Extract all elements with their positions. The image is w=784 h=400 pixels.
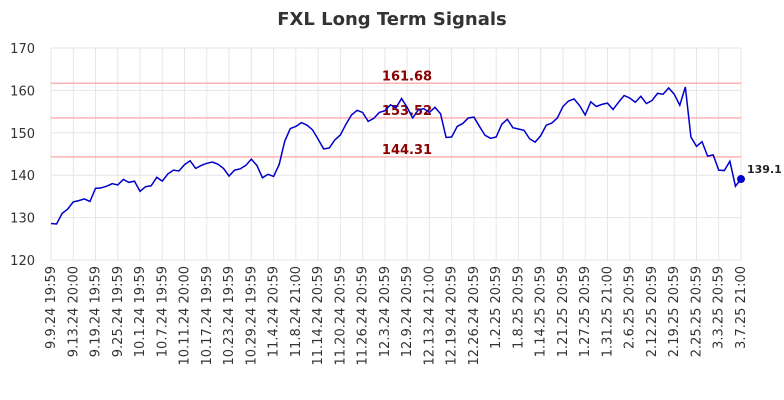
x-tick-label: 11.14.24 20:59 bbox=[311, 266, 326, 366]
x-tick-label: 9.25.24 19:59 bbox=[111, 266, 126, 357]
x-tick-label: 3.3.25 20:59 bbox=[712, 266, 727, 349]
x-tick-label: 1.21.25 20:59 bbox=[556, 266, 571, 357]
y-tick-label: 150 bbox=[10, 127, 35, 142]
x-tick-label: 9.13.24 20:00 bbox=[66, 266, 81, 357]
x-tick-label: 2.25.25 20:59 bbox=[689, 266, 704, 357]
x-tick-label: 10.7.24 19:59 bbox=[155, 266, 170, 357]
x-tick-label: 11.20.24 20:59 bbox=[333, 266, 348, 366]
y-tick-label: 130 bbox=[10, 212, 35, 227]
signal-label: 144.31 bbox=[382, 143, 432, 158]
x-tick-label: 10.1.24 19:59 bbox=[133, 266, 148, 357]
x-tick-label: 12.9.24 20:59 bbox=[400, 266, 415, 357]
x-tick-label: 1.14.25 20:59 bbox=[534, 266, 549, 357]
x-tick-label: 12.19.24 20:59 bbox=[445, 266, 460, 366]
x-tick-label: 3.7.25 21:00 bbox=[734, 266, 749, 349]
y-tick-label: 120 bbox=[10, 254, 35, 269]
x-tick-label: 10.29.24 19:59 bbox=[244, 266, 259, 366]
x-tick-label: 1.27.25 20:59 bbox=[578, 266, 593, 357]
x-tick-label: 11.4.24 20:59 bbox=[267, 266, 282, 357]
x-tick-label: 1.8.25 20:59 bbox=[511, 266, 526, 349]
signal-label: 161.68 bbox=[382, 69, 432, 84]
x-tick-label: 10.23.24 19:59 bbox=[222, 266, 237, 366]
x-tick-label: 2.19.25 20:59 bbox=[667, 266, 682, 357]
x-tick-label: 12.3.24 20:59 bbox=[378, 266, 393, 357]
x-tick-label: 2.6.25 20:59 bbox=[623, 266, 638, 349]
x-tick-label: 11.26.24 20:59 bbox=[356, 266, 371, 366]
x-tick-label: 9.19.24 19:59 bbox=[89, 266, 104, 357]
y-tick-label: 170 bbox=[10, 42, 35, 57]
x-tick-label: 9.9.24 19:59 bbox=[44, 266, 59, 349]
last-point bbox=[737, 175, 745, 184]
x-tick-label: 10.11.24 20:00 bbox=[178, 266, 193, 366]
x-tick-label: 12.13.24 21:00 bbox=[422, 266, 437, 366]
y-tick-label: 160 bbox=[10, 84, 35, 99]
x-tick-label: 11.8.24 21:00 bbox=[289, 266, 304, 357]
x-tick-label: 2.12.25 20:59 bbox=[645, 266, 660, 357]
x-tick-label: 12.26.24 20:59 bbox=[467, 266, 482, 366]
price-line bbox=[50, 86, 742, 225]
y-tick-label: 140 bbox=[10, 169, 35, 184]
last-value-label: 139.1 bbox=[747, 163, 782, 176]
chart-title: FXL Long Term Signals bbox=[277, 9, 507, 30]
x-tick-label: 1.2.25 20:59 bbox=[489, 266, 504, 349]
x-tick-label: 1.31.25 21:00 bbox=[600, 266, 615, 357]
x-tick-label: 10.17.24 19:59 bbox=[200, 266, 215, 366]
